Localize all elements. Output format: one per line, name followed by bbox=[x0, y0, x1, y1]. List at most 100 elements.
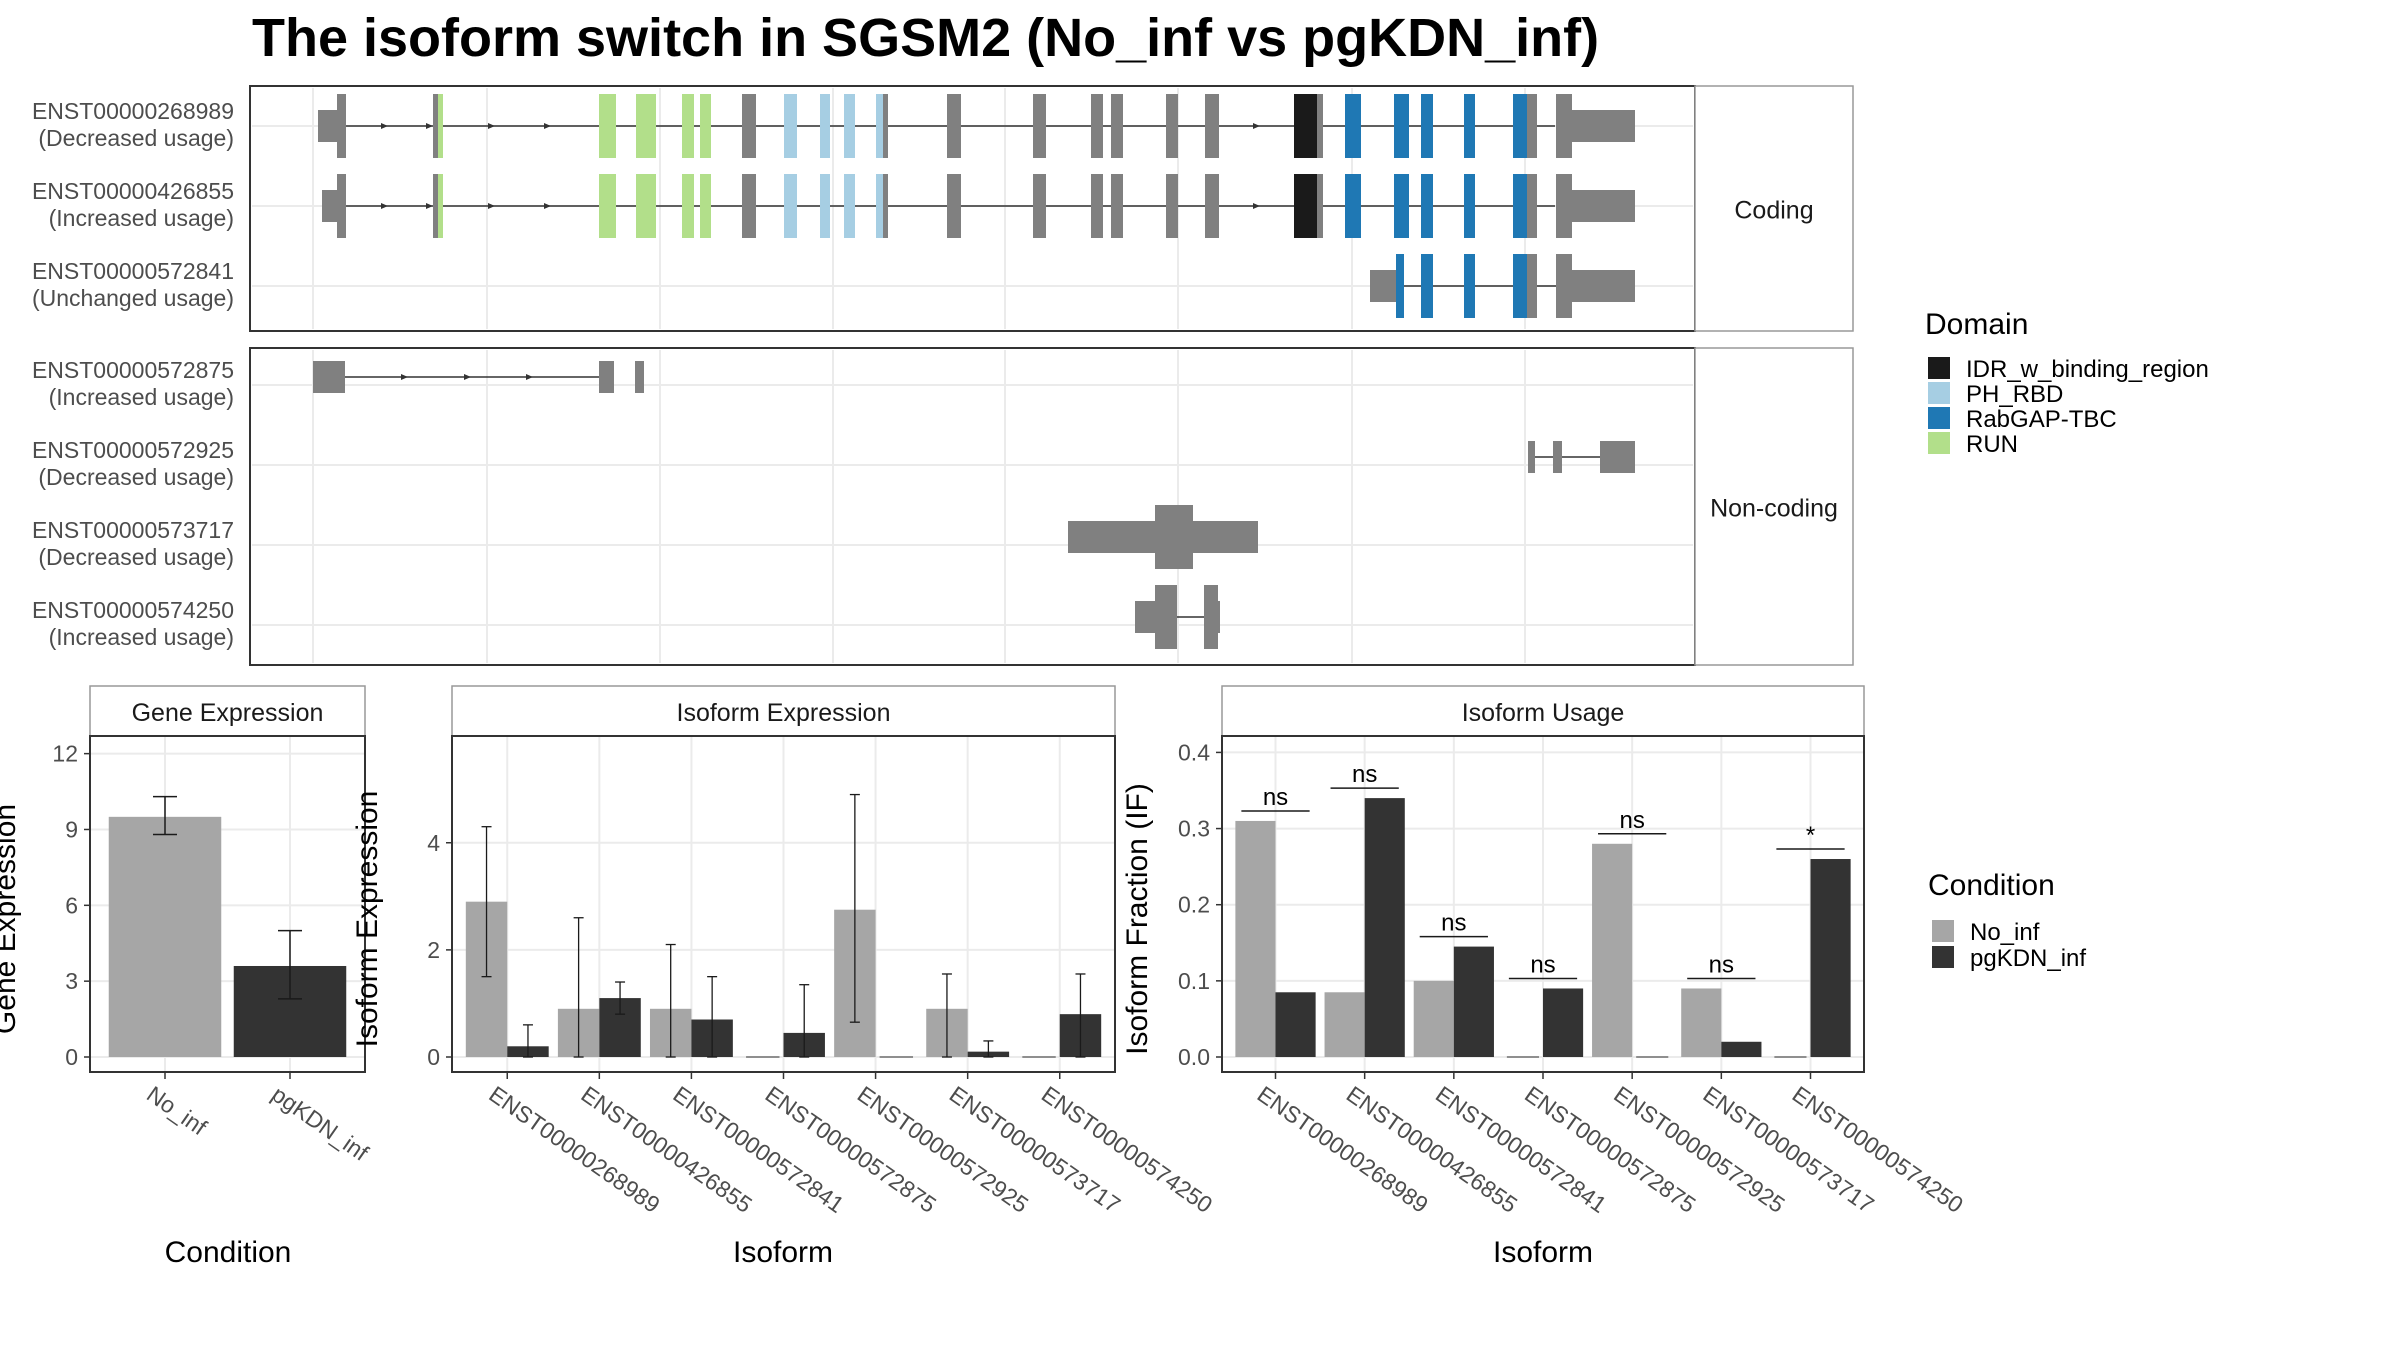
significance-label: ns bbox=[1263, 784, 1288, 811]
strand-arrow bbox=[464, 374, 471, 380]
exon-block bbox=[1155, 505, 1193, 569]
chart-panel: Gene Expression 0 3 6 9 12 No_inf pgKDN_inf Cond… bbox=[0, 685, 374, 1269]
legend-key bbox=[1928, 407, 1950, 429]
strip-box bbox=[1694, 347, 1854, 666]
y-tick-label: 0.2 bbox=[1178, 892, 1210, 918]
exon-block bbox=[1528, 441, 1535, 473]
exon-block bbox=[1464, 254, 1475, 318]
exon-block bbox=[1155, 585, 1177, 649]
domain-legend-title: Domain bbox=[1925, 308, 2028, 341]
exon-block bbox=[1421, 254, 1433, 318]
bar bbox=[1275, 992, 1316, 1057]
y-tick-label: 3 bbox=[65, 968, 78, 994]
exon-block bbox=[337, 94, 346, 158]
exon-block bbox=[1553, 441, 1562, 473]
exon-block bbox=[1091, 94, 1103, 158]
strand-arrow bbox=[488, 123, 495, 129]
exon-block bbox=[784, 94, 797, 158]
bar bbox=[1681, 988, 1722, 1057]
x-axis-title: Isoform bbox=[1493, 1236, 1593, 1269]
y-tick-label: 0.1 bbox=[1178, 968, 1210, 994]
transcript-usage-label: (Decreased usage) bbox=[38, 544, 234, 570]
exon-block bbox=[322, 190, 340, 222]
strip-label: Coding bbox=[1734, 197, 1813, 225]
exon-block bbox=[1111, 94, 1123, 158]
bar bbox=[1413, 980, 1454, 1057]
exon-block bbox=[1527, 254, 1537, 318]
legend-key bbox=[1928, 357, 1950, 379]
x-tick-label: ENST00000573717 bbox=[945, 1081, 1125, 1218]
exon-block bbox=[1527, 174, 1537, 238]
strand-arrow bbox=[426, 203, 433, 209]
exon-block bbox=[700, 94, 711, 158]
bar bbox=[1324, 992, 1365, 1057]
exon-block bbox=[1396, 254, 1404, 318]
panel-strip-label: Isoform Usage bbox=[1462, 699, 1625, 727]
legend-key bbox=[1932, 920, 1954, 942]
bar bbox=[1592, 843, 1633, 1057]
transcript-usage-label: (Decreased usage) bbox=[38, 125, 234, 151]
bar bbox=[108, 816, 222, 1057]
transcript-id-label: ENST00000426855 bbox=[32, 178, 234, 204]
exon-block bbox=[742, 174, 756, 238]
exon-block bbox=[1345, 174, 1361, 238]
exon-block bbox=[1556, 174, 1572, 238]
strand-arrow bbox=[401, 374, 408, 380]
transcript-usage-label: (Unchanged usage) bbox=[32, 285, 234, 311]
exon-block bbox=[1394, 94, 1409, 158]
exon-block bbox=[1205, 174, 1219, 238]
bar bbox=[1453, 946, 1494, 1057]
exon-block bbox=[1215, 601, 1220, 633]
exon-block bbox=[1345, 94, 1361, 158]
transcript-usage-label: (Increased usage) bbox=[49, 384, 234, 410]
y-axis-title: Gene Expression bbox=[0, 804, 22, 1034]
x-tick-label: ENST00000572841 bbox=[669, 1081, 849, 1218]
panel-strip-label: Isoform Expression bbox=[677, 699, 891, 727]
x-tick-label: ENST00000574250 bbox=[1037, 1081, 1217, 1218]
x-axis-title: Condition bbox=[165, 1236, 292, 1269]
y-tick-label: 4 bbox=[427, 830, 440, 856]
significance-label: ns bbox=[1530, 951, 1555, 978]
x-tick-label: ENST00000572925 bbox=[853, 1081, 1033, 1218]
exon-block bbox=[636, 94, 656, 158]
transcript-id-label: ENST00000573717 bbox=[32, 517, 234, 543]
exon-block bbox=[844, 94, 855, 158]
exon-block bbox=[1572, 190, 1635, 222]
panel-strip-label: Gene Expression bbox=[132, 699, 324, 727]
exon-block bbox=[1421, 174, 1433, 238]
exon-block bbox=[337, 174, 346, 238]
y-tick-label: 6 bbox=[65, 892, 78, 918]
bar bbox=[1810, 859, 1851, 1057]
exon-block bbox=[947, 174, 961, 238]
exon-block bbox=[1204, 585, 1218, 649]
x-tick-label: ENST00000572875 bbox=[761, 1081, 941, 1218]
exon-block bbox=[1572, 270, 1635, 302]
strand-arrow bbox=[381, 203, 388, 209]
structure-panel bbox=[249, 347, 1696, 666]
legend-label: IDR_w_binding_region bbox=[1966, 356, 2209, 383]
chart-panel: Isoform Expression024ENST00000268989ENST… bbox=[351, 685, 1217, 1269]
transcript-usage-label: (Increased usage) bbox=[49, 624, 234, 650]
exon-block bbox=[784, 174, 797, 238]
exon-block bbox=[599, 361, 614, 393]
y-tick-label: 0 bbox=[427, 1044, 440, 1070]
exon-block bbox=[1527, 94, 1537, 158]
domain-legend: Domain IDR_w_binding_regionPH_RBDRabGAP-… bbox=[1925, 308, 2209, 458]
exon-block bbox=[1317, 174, 1323, 238]
transcript-id-label: ENST00000268989 bbox=[32, 98, 234, 124]
exon-block bbox=[1033, 94, 1046, 158]
strip-box bbox=[1694, 85, 1854, 332]
exon-block bbox=[820, 174, 830, 238]
exon-block bbox=[1370, 270, 1400, 302]
strip-box bbox=[89, 685, 366, 737]
exon-block bbox=[820, 94, 830, 158]
x-tick-label: No_inf bbox=[142, 1081, 212, 1141]
strand-arrow bbox=[526, 374, 533, 380]
transcript-usage-label: (Increased usage) bbox=[49, 205, 234, 231]
exon-block bbox=[682, 94, 694, 158]
x-axis-title: Isoform bbox=[733, 1236, 833, 1269]
plot-border bbox=[89, 735, 366, 1073]
structure-panel bbox=[249, 85, 1696, 332]
